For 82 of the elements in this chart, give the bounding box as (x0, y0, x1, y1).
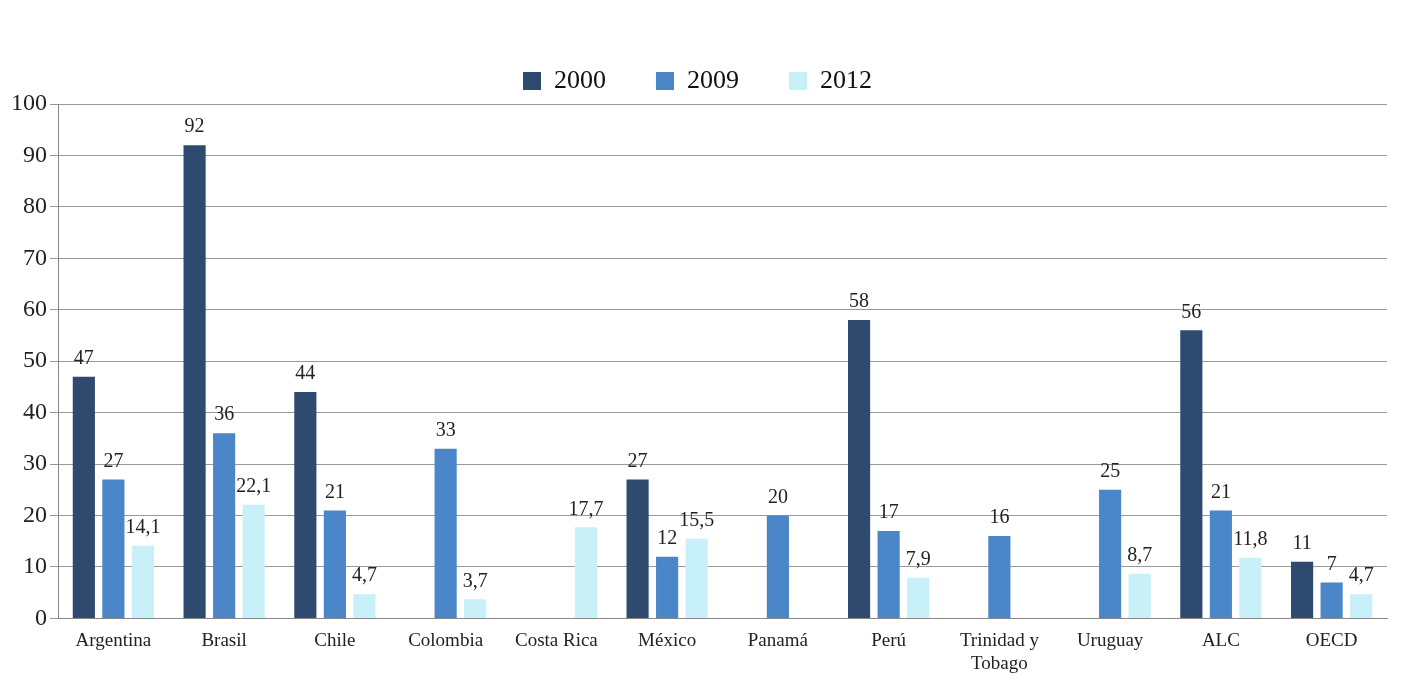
y-tick-label: 70 (23, 243, 47, 270)
data-label: 3,7 (462, 568, 488, 591)
bar (574, 527, 597, 618)
y-tick-label: 80 (23, 192, 47, 219)
bar (353, 594, 376, 618)
bar (877, 530, 900, 618)
bar (72, 376, 95, 618)
x-tick-label: Costa Rica (514, 628, 599, 650)
x-tick-label: Colombia (408, 628, 484, 650)
y-tick-label: 10 (23, 552, 47, 579)
bar (434, 448, 457, 618)
legend-label: 2009 (687, 64, 739, 94)
data-label: 21 (324, 479, 345, 502)
data-label: 47 (73, 345, 94, 368)
data-label: 15,5 (679, 507, 715, 530)
legend-label: 2000 (554, 64, 606, 94)
bar (685, 538, 708, 618)
bar (183, 145, 206, 618)
data-label: 17,7 (568, 496, 604, 519)
y-tick-label: 40 (23, 397, 47, 424)
x-tick-label: Perú (871, 628, 907, 650)
data-label: 14,1 (125, 515, 161, 538)
x-tick-label: Panamá (747, 628, 809, 650)
data-label: 56 (1181, 299, 1202, 322)
data-label: 11 (1292, 531, 1312, 554)
y-tick-label: 30 (23, 449, 47, 476)
y-tick-label: 90 (23, 140, 47, 167)
bar (1180, 330, 1203, 618)
data-label: 36 (214, 402, 235, 425)
data-label: 92 (184, 114, 205, 137)
data-label: 22,1 (236, 473, 272, 496)
bar (1099, 489, 1122, 618)
x-tick-label: OECD (1305, 628, 1358, 650)
bar (1350, 594, 1373, 618)
data-label: 12 (657, 525, 678, 548)
bar (1128, 573, 1151, 618)
x-tick-label: Uruguay (1076, 628, 1144, 650)
bar (1320, 582, 1343, 618)
x-tick-label: Trinidad y Tobago (959, 628, 1040, 673)
bar (464, 599, 487, 618)
bar (1291, 561, 1314, 618)
data-label: 7,9 (905, 547, 931, 570)
bar (626, 479, 649, 618)
data-label: 7 (1326, 551, 1337, 574)
bar (1239, 557, 1262, 618)
data-label: 17 (878, 500, 899, 523)
data-label: 8,7 (1127, 542, 1153, 565)
data-label: 4,7 (1348, 563, 1374, 586)
y-tick-label: 100 (11, 89, 47, 116)
bar (988, 536, 1011, 618)
y-tick-label: 50 (23, 346, 47, 373)
bar (656, 556, 679, 618)
x-tick-label: ALC (1201, 628, 1240, 650)
bar (242, 504, 265, 618)
bar (131, 545, 154, 618)
bar (766, 515, 789, 618)
bar (102, 479, 125, 618)
y-tick-label: 60 (23, 295, 47, 322)
data-label: 58 (849, 289, 870, 312)
data-label: 16 (989, 505, 1010, 528)
legend-label: 2012 (820, 64, 872, 94)
x-tick-label: Argentina (75, 628, 152, 650)
data-label: 25 (1100, 459, 1121, 482)
bar (907, 577, 930, 618)
data-label: 11,8 (1233, 526, 1268, 549)
bar (213, 433, 236, 618)
bar (848, 320, 871, 618)
data-label: 21 (1210, 479, 1231, 502)
data-label: 20 (767, 484, 788, 507)
x-tick-label: Brasil (201, 628, 247, 650)
data-label: 4,7 (351, 563, 377, 586)
data-label: 44 (295, 361, 316, 384)
y-tick-label: 20 (23, 500, 47, 527)
data-label: 27 (103, 448, 124, 471)
bar (1209, 510, 1232, 618)
data-label: 33 (435, 417, 456, 440)
bar (323, 510, 346, 618)
x-tick-label: Chile (314, 628, 356, 650)
y-tick-label: 0 (35, 603, 47, 630)
x-tick-label: México (638, 628, 697, 650)
bar (294, 392, 317, 618)
data-label: 27 (627, 448, 648, 471)
